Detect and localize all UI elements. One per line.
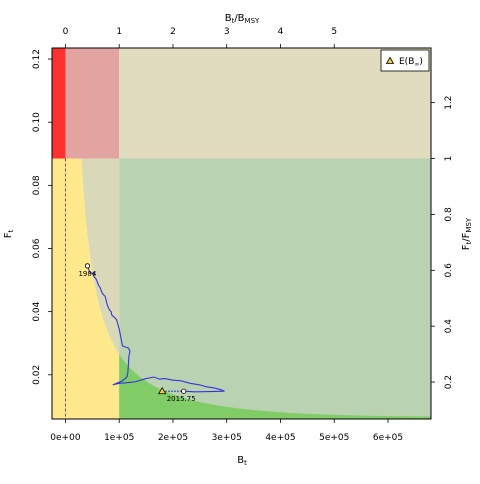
right-tick-label: 1.2 <box>444 95 454 109</box>
axes: 0e+00 1e+05 2e+05 3e+05 4e+05 5e+05 6e+05 0 1 2 3 4… <box>32 27 454 443</box>
right-tick-label: 1 <box>444 156 454 162</box>
region-healthy-upper <box>119 158 431 419</box>
top-tick-label: 5 <box>331 27 337 37</box>
trajectory-line <box>86 265 225 393</box>
left-tick-label: 0.06 <box>32 238 42 258</box>
top-tick-label: 4 <box>278 27 284 37</box>
top-tick-label: 2 <box>170 27 176 37</box>
bottom-tick-label: 4e+05 <box>265 433 295 443</box>
right-tick-label: 0.6 <box>444 263 454 278</box>
region-healthy <box>119 354 431 419</box>
right-tick-label: 0.8 <box>444 207 454 222</box>
x-axis-title: Bt <box>237 455 247 467</box>
right-axis-title: Ft/FMSY <box>461 217 473 250</box>
bottom-tick-label: 2e+05 <box>158 433 188 443</box>
top-tick-label: 3 <box>224 27 230 37</box>
y-axis-title: Ft <box>3 229 15 238</box>
left-tick-label: 0.04 <box>32 301 42 321</box>
region-overfishing <box>119 48 431 159</box>
expected-point <box>158 386 167 395</box>
bottom-tick-label: 1e+05 <box>104 433 134 443</box>
right-tick-label: 0.4 <box>444 319 454 334</box>
plot-area: 1984 2015.75 <box>52 48 431 419</box>
top-tick-label: 0 <box>63 27 69 37</box>
left-tick-label: 0.08 <box>32 175 42 195</box>
region-gray-band <box>65 158 120 355</box>
bottom-tick-label: 5e+05 <box>319 433 349 443</box>
left-tick-label: 0.02 <box>32 365 42 385</box>
left-tick-label: 0.12 <box>32 49 42 69</box>
end-label: 2015.75 <box>167 395 196 403</box>
region-collapse <box>52 48 66 159</box>
left-tick-label: 0.10 <box>32 112 42 132</box>
legend-box: E(B∞) <box>380 49 430 72</box>
start-label: 1984 <box>78 270 96 278</box>
bottom-tick-label: 6e+05 <box>373 433 403 443</box>
legend-label: E(B∞) <box>399 57 423 68</box>
end-point <box>181 388 187 394</box>
legend-marker <box>385 56 395 64</box>
plot-frame <box>51 47 432 420</box>
bottom-tick-label: 0e+00 <box>50 433 81 443</box>
start-point <box>84 263 91 269</box>
bottom-tick-label: 3e+05 <box>212 433 242 443</box>
top-axis-title: Bt/BMSY <box>225 13 260 25</box>
right-tick-label: 0.2 <box>444 375 454 389</box>
top-tick-label: 1 <box>116 27 122 37</box>
